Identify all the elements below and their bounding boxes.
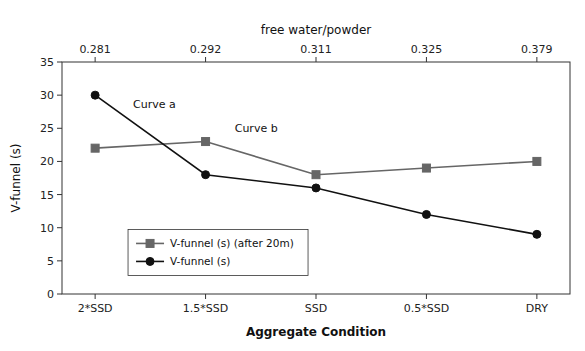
y-tick-label: 5: [47, 255, 54, 268]
annotation: Curve b: [235, 122, 278, 135]
top-x-tick-label: 0.325: [411, 43, 443, 56]
y-tick: [57, 128, 62, 129]
legend: V-funnel (s) (after 20m) V-funnel (s): [128, 229, 308, 275]
point: [533, 157, 541, 165]
point: [422, 210, 430, 218]
point: [312, 171, 320, 179]
y-tick-label: 10: [40, 222, 54, 235]
point: [202, 171, 210, 179]
point: [312, 184, 320, 192]
y-tick-label: 0: [47, 288, 54, 301]
top-x-tick: [205, 57, 206, 62]
x-tick: [316, 294, 317, 299]
y-tick: [57, 294, 62, 295]
background: [0, 0, 585, 351]
y-tick: [57, 95, 62, 96]
y-tick: [57, 260, 62, 261]
x-axis-title: Aggregate Condition: [246, 325, 386, 339]
top-x-tick: [536, 57, 537, 62]
y-tick-label: 30: [40, 89, 54, 102]
x-tick-label: DRY: [526, 302, 548, 315]
x-tick-label: SSD: [305, 302, 327, 315]
y-tick: [57, 161, 62, 162]
y-tick: [57, 194, 62, 195]
top-x-tick-label: 0.379: [521, 43, 553, 56]
top-x-tick-label: 0.281: [79, 43, 111, 56]
point: [422, 164, 430, 172]
y-tick: [57, 62, 62, 63]
x-tick-label: 0.5*SSD: [404, 302, 449, 315]
legend-marker: [146, 257, 154, 265]
point: [202, 138, 210, 146]
point: [91, 144, 99, 152]
top-x-tick: [95, 57, 96, 62]
point: [533, 230, 541, 238]
y-tick-label: 15: [40, 189, 54, 202]
x-tick: [205, 294, 206, 299]
legend-label: V-funnel (s) (after 20m): [170, 237, 294, 249]
top-axis-title: free water/powder: [261, 23, 371, 37]
chart: 0 5 10 15 20 25 30 35 2*SSD 1.5*SSD SSD 0.5*SSD DRY 0…: [0, 0, 585, 351]
y-axis-title: V-funnel (s): [9, 143, 23, 212]
x-tick: [426, 294, 427, 299]
x-tick-label: 1.5*SSD: [183, 302, 228, 315]
x-tick-label: 2*SSD: [78, 302, 113, 315]
point: [91, 91, 99, 99]
x-tick: [95, 294, 96, 299]
legend-marker: [146, 239, 154, 247]
annotation: Curve a: [133, 98, 176, 111]
y-tick: [57, 227, 62, 228]
legend-label: V-funnel (s): [170, 255, 230, 267]
plot-frame: [62, 62, 570, 294]
top-x-tick-label: 0.292: [190, 43, 222, 56]
x-tick: [536, 294, 537, 299]
top-x-tick: [426, 57, 427, 62]
series-line: [95, 95, 537, 234]
top-x-tick: [316, 57, 317, 62]
legend-box: [128, 229, 308, 275]
top-x-tick-label: 0.311: [300, 43, 332, 56]
y-tick-label: 25: [40, 122, 54, 135]
plot-area: [91, 91, 541, 238]
y-tick-label: 35: [40, 56, 54, 69]
y-tick-label: 20: [40, 155, 54, 168]
series-line: [95, 142, 537, 175]
